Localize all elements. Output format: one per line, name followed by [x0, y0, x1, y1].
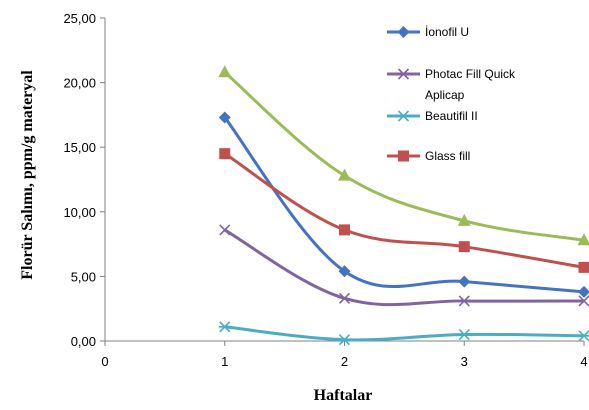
- legend-swatch-marker: [398, 150, 409, 162]
- series-4: [218, 65, 589, 246]
- legend-swatch-marker: [397, 26, 410, 38]
- x-axis-title: Haftalar: [314, 387, 373, 404]
- legend: İonofil U Photac Fill Quick Aplicap Beautif…: [387, 25, 516, 163]
- axes: 0,00 5,00 10,00 15,00 20,00 25,00 0 1 2 3 4: [63, 11, 587, 369]
- data-point: [339, 224, 350, 236]
- series-line: [224, 228, 585, 307]
- data-point: [458, 275, 471, 288]
- legend-item: Beautifil II: [387, 109, 478, 123]
- legend-swatch-marker: [397, 110, 410, 122]
- y-tick-label: 25,00: [63, 11, 96, 26]
- data-point: [457, 213, 471, 226]
- y-axis-title: Florür Salımı, ppm/g materyal: [19, 70, 36, 280]
- data-point: [578, 261, 589, 273]
- series-line: [223, 152, 585, 269]
- legend-label: Photac Fill Quick: [425, 67, 516, 81]
- y-tick-label: 15,00: [63, 140, 96, 155]
- series-line: [223, 71, 585, 242]
- legend-item: Photac Fill Quick Aplicap: [387, 67, 516, 102]
- series-1: [219, 224, 589, 307]
- series-line: [223, 116, 585, 294]
- y-tick-label: 10,00: [63, 205, 96, 220]
- y-tick-label: 5,00: [71, 269, 96, 284]
- series-line: [224, 325, 585, 342]
- data-point: [458, 295, 470, 307]
- data-point: [458, 328, 471, 341]
- legend-swatch-marker: [397, 68, 410, 80]
- legend-item: Glass fill: [387, 149, 470, 163]
- x-tick-label: 0: [101, 354, 108, 369]
- series-0: [218, 111, 589, 298]
- y-tick-label: 0,00: [71, 334, 96, 349]
- legend-item: İonofil U: [387, 25, 469, 39]
- data-point: [338, 334, 351, 346]
- series-group: [218, 65, 589, 346]
- legend-label: Aplicap: [425, 88, 465, 102]
- data-point: [458, 241, 470, 253]
- series-3: [219, 148, 589, 273]
- data-point: [219, 224, 231, 236]
- data-point: [578, 330, 589, 342]
- data-point: [338, 292, 351, 304]
- y-tick-label: 20,00: [63, 76, 96, 91]
- data-point: [338, 265, 351, 278]
- legend-label: İonofil U: [425, 25, 469, 39]
- x-tick-label: 3: [461, 354, 468, 369]
- data-point: [577, 233, 589, 246]
- x-tick-label: 2: [341, 354, 348, 369]
- data-point: [219, 148, 231, 160]
- data-point: [578, 285, 589, 298]
- data-point: [578, 295, 589, 307]
- x-tick-label: 1: [221, 354, 228, 369]
- legend-label: Beautifil II: [425, 109, 478, 123]
- data-point: [218, 111, 231, 124]
- data-point: [218, 65, 232, 78]
- data-point: [338, 168, 351, 181]
- legend-label: Glass fill: [425, 149, 470, 163]
- x-tick-label: 4: [580, 354, 587, 369]
- series-2: [218, 321, 589, 346]
- data-point: [218, 321, 231, 333]
